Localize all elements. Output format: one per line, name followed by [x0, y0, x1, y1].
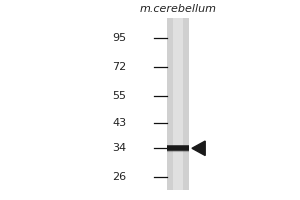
Polygon shape [192, 141, 205, 156]
Text: 43: 43 [112, 118, 126, 128]
Text: 26: 26 [112, 172, 126, 182]
Text: 34: 34 [112, 143, 126, 153]
Text: 72: 72 [112, 62, 126, 72]
Bar [167, 18, 189, 190]
Bar [173, 18, 183, 190]
Text: 95: 95 [112, 33, 126, 43]
Text: m.cerebellum: m.cerebellum [140, 4, 217, 14]
Text: 55: 55 [112, 91, 126, 101]
